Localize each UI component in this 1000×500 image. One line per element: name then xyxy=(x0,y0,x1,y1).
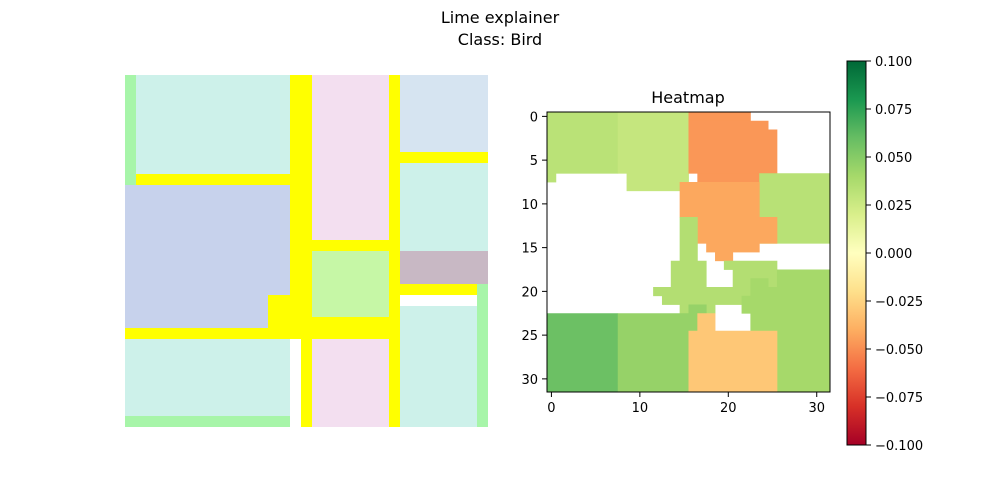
x-tick-label: 30 xyxy=(808,401,825,416)
heatmap-region-r7 xyxy=(750,278,769,288)
heatmap-region-r2 xyxy=(626,182,689,192)
heatmap-frame xyxy=(546,111,831,393)
heatmap-region-r3 xyxy=(688,129,778,174)
figure-subtitle: Class: Bird xyxy=(458,30,542,49)
colorbar-ticks: 0.100 0.075 0.050 0.025 0.000 −0.025 −0.050 −0.… xyxy=(866,55,923,454)
y-tick-label: 25 xyxy=(521,329,538,344)
y-tick-label: 0 xyxy=(530,110,538,125)
heatmap-region-r2 xyxy=(626,173,689,183)
heatmap-region-r5 xyxy=(697,217,778,244)
colorbar-tick-label: −0.050 xyxy=(875,343,923,358)
superpixel-boundary xyxy=(125,328,290,339)
y-tick-label: 15 xyxy=(521,242,538,257)
x-tick-label: 10 xyxy=(632,401,649,416)
heatmap-region-r9 xyxy=(688,304,707,314)
superpixel-region-J xyxy=(400,251,488,284)
x-tick-label: 0 xyxy=(547,401,555,416)
heatmap-region-r3 xyxy=(688,112,751,122)
heatmap-region-r7 xyxy=(768,357,831,393)
heatmap-region-r7 xyxy=(741,295,760,314)
colorbar-tick-label: 0.100 xyxy=(875,55,912,70)
heatmap-region-r2 xyxy=(617,112,689,174)
heatmap-region-r7 xyxy=(750,287,831,332)
superpixel-boundary xyxy=(301,339,312,427)
heatmap-region-r5 xyxy=(715,252,734,262)
superpixel-boundary xyxy=(125,174,213,185)
heatmap-y-axis: 0 5 10 15 20 25 30 xyxy=(521,110,547,388)
heatmap-plot: Heatmap 0 10 20 30 0 5 10 15 20 25 30 xyxy=(521,88,831,416)
superpixel-boundary xyxy=(290,75,312,317)
heatmap-region-r1 xyxy=(547,173,557,183)
heatmap-region-r6 xyxy=(679,217,698,270)
heatmap-region-r1 xyxy=(547,112,619,174)
superpixel-boundary xyxy=(290,317,400,339)
superpixel-boundary xyxy=(268,295,290,328)
heatmap-region-r9 xyxy=(617,383,689,393)
colorbar-tick-label: −0.025 xyxy=(875,295,923,310)
heatmap-region-r6 xyxy=(670,260,707,288)
x-tick-label: 20 xyxy=(720,401,737,416)
heatmap-region-r3 xyxy=(697,173,778,183)
superpixel-region-C xyxy=(400,75,488,163)
heatmap-region-r7 xyxy=(776,269,831,288)
image-edge-right xyxy=(477,284,488,427)
superpixel-region-H xyxy=(312,339,389,427)
heatmap-region-r8 xyxy=(547,313,619,393)
colorbar-gradient xyxy=(846,60,867,446)
y-tick-label: 10 xyxy=(521,198,538,213)
heatmap-region-r5 xyxy=(706,243,760,253)
superpixel-boundary xyxy=(400,284,488,295)
superpixel-region-E xyxy=(400,163,488,251)
colorbar: 0.100 0.075 0.050 0.025 0.000 −0.025 −0.050 −0.… xyxy=(846,55,923,454)
image-edge-bottom xyxy=(125,416,290,427)
heatmap-region-r3 xyxy=(688,120,769,130)
heatmap-region-r10 xyxy=(697,313,716,332)
colorbar-tick-label: 0.050 xyxy=(875,151,912,166)
y-tick-label: 20 xyxy=(521,285,538,300)
figure-title: Lime explainer xyxy=(441,8,560,27)
superpixel-region-I xyxy=(389,306,488,427)
superpixel-boundary xyxy=(389,240,400,317)
superpixel-image xyxy=(125,75,488,427)
heatmap-x-axis: 0 10 20 30 xyxy=(547,392,825,416)
heatmap-region-r5 xyxy=(679,182,760,218)
superpixel-region-D xyxy=(125,185,290,339)
colorbar-tick-label: 0.000 xyxy=(875,247,912,262)
superpixel-boundary xyxy=(389,152,488,163)
superpixel-boundary xyxy=(389,339,400,427)
colorbar-tick-label: 0.025 xyxy=(875,199,912,214)
heatmap-cells xyxy=(547,112,831,393)
heatmap-region-r6 xyxy=(661,295,751,305)
colorbar-tick-label: −0.075 xyxy=(875,391,923,406)
colorbar-tick-label: 0.075 xyxy=(875,103,912,118)
y-tick-label: 5 xyxy=(530,154,538,169)
colorbar-tick-label: −0.100 xyxy=(875,439,923,454)
image-edge-left xyxy=(125,75,136,185)
heatmap-region-r6 xyxy=(653,287,760,297)
superpixel-region-A xyxy=(125,75,301,174)
superpixel-region-B xyxy=(312,75,389,240)
superpixel-boundary xyxy=(290,240,400,251)
y-tick-label: 30 xyxy=(521,373,538,388)
heatmap-region-r10 xyxy=(688,330,778,393)
heatmap-title: Heatmap xyxy=(651,88,725,107)
superpixel-boundary xyxy=(213,174,290,185)
heatmap-region-r6 xyxy=(723,260,778,270)
superpixel-region-G xyxy=(125,339,290,427)
